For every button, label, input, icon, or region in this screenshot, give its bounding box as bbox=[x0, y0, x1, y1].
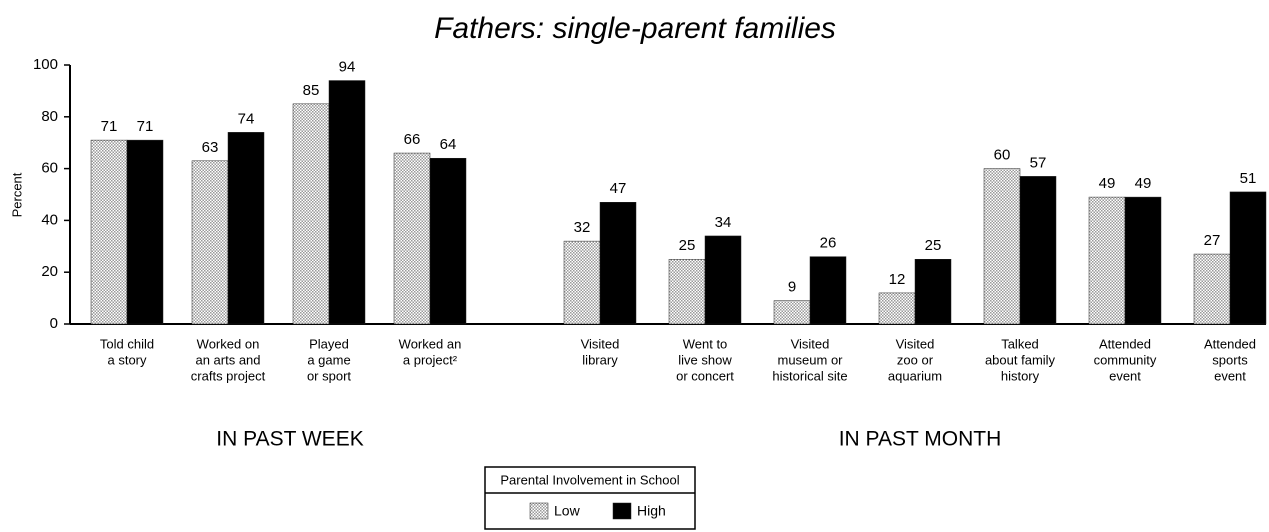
x-tick-label: a story bbox=[107, 352, 147, 367]
x-tick-label: library bbox=[582, 352, 618, 367]
data-label: 34 bbox=[715, 214, 732, 231]
bar bbox=[1019, 176, 1057, 325]
legend-label: Low bbox=[554, 503, 581, 519]
bar bbox=[1193, 253, 1231, 325]
x-tick-label: sports bbox=[1212, 352, 1248, 367]
y-axis-label: Percent bbox=[9, 172, 24, 217]
y-tick-label: 100 bbox=[33, 56, 58, 73]
bar bbox=[90, 139, 128, 325]
bar bbox=[191, 160, 229, 325]
bar bbox=[914, 259, 952, 325]
data-label: 57 bbox=[1030, 154, 1047, 171]
data-label: 74 bbox=[238, 110, 255, 127]
data-label: 25 bbox=[925, 237, 942, 254]
x-tick-label: Worked on bbox=[197, 336, 260, 351]
x-tick-label: Visited bbox=[581, 336, 620, 351]
bar bbox=[1229, 191, 1267, 325]
x-tick-label: or sport bbox=[307, 368, 351, 383]
chart-title: Fathers: single-parent families bbox=[434, 12, 836, 45]
data-label: 26 bbox=[820, 235, 837, 252]
data-label: 60 bbox=[994, 147, 1011, 164]
bar bbox=[878, 292, 916, 325]
data-label: 49 bbox=[1099, 175, 1116, 192]
x-tick-label: a project² bbox=[403, 352, 458, 367]
x-tick-label: zoo or bbox=[897, 352, 934, 367]
bar bbox=[126, 139, 164, 325]
y-tick-label: 0 bbox=[50, 315, 58, 332]
x-tick-label: Talked bbox=[1001, 336, 1039, 351]
y-tick-label: 60 bbox=[41, 160, 58, 177]
data-label: 49 bbox=[1135, 175, 1152, 192]
data-label: 64 bbox=[440, 136, 457, 153]
bar bbox=[227, 132, 265, 325]
x-tick-label: Played bbox=[309, 336, 349, 351]
data-label: 32 bbox=[574, 219, 591, 236]
x-tick-label: Worked an bbox=[399, 336, 462, 351]
x-tick-label: Attended bbox=[1099, 336, 1151, 351]
bar bbox=[328, 80, 366, 325]
y-tick-label: 40 bbox=[41, 211, 58, 228]
x-tick-label: aquarium bbox=[888, 368, 942, 383]
data-label: 25 bbox=[679, 237, 696, 254]
bar bbox=[429, 157, 467, 325]
x-tick-label: Went to bbox=[683, 336, 728, 351]
data-label: 85 bbox=[303, 82, 320, 99]
data-label: 94 bbox=[339, 59, 356, 76]
x-tick-label: Told child bbox=[100, 336, 154, 351]
data-label: 27 bbox=[1204, 232, 1221, 249]
legend-title: Parental Involvement in School bbox=[500, 472, 679, 487]
bar bbox=[983, 168, 1021, 325]
x-tick-label: event bbox=[1109, 368, 1141, 383]
x-tick-label: live show bbox=[678, 352, 732, 367]
bar bbox=[1124, 196, 1162, 325]
bar bbox=[668, 259, 706, 325]
legend-swatch bbox=[612, 502, 632, 520]
x-tick-label: event bbox=[1214, 368, 1246, 383]
data-label: 71 bbox=[137, 118, 154, 135]
x-tick-label: crafts project bbox=[191, 368, 266, 383]
x-tick-label: museum or bbox=[777, 352, 843, 367]
y-tick-label: 20 bbox=[41, 263, 58, 280]
legend-label: High bbox=[637, 503, 666, 519]
data-label: 12 bbox=[889, 271, 906, 288]
x-tick-label: an arts and bbox=[195, 352, 260, 367]
x-tick-label: Attended bbox=[1204, 336, 1256, 351]
legend-swatch bbox=[529, 502, 549, 520]
data-label: 71 bbox=[101, 118, 118, 135]
x-tick-label: historical site bbox=[772, 368, 847, 383]
bar bbox=[393, 152, 431, 325]
x-tick-label: Visited bbox=[791, 336, 830, 351]
bar bbox=[809, 256, 847, 325]
data-label: 66 bbox=[404, 131, 421, 148]
x-tick-label: Visited bbox=[896, 336, 935, 351]
data-label: 47 bbox=[610, 180, 627, 197]
group-label: IN PAST WEEK bbox=[216, 428, 363, 451]
bar bbox=[599, 202, 637, 325]
data-label: 9 bbox=[788, 279, 796, 296]
x-tick-label: a game bbox=[307, 352, 350, 367]
bar bbox=[1088, 196, 1126, 325]
data-label: 63 bbox=[202, 139, 219, 156]
legend-box bbox=[484, 466, 696, 530]
x-tick-label: history bbox=[1001, 368, 1040, 383]
data-label: 51 bbox=[1240, 170, 1257, 187]
group-label: IN PAST MONTH bbox=[839, 428, 1002, 451]
bar bbox=[292, 103, 330, 325]
bar bbox=[563, 240, 601, 325]
x-tick-label: community bbox=[1094, 352, 1157, 367]
bar bbox=[773, 300, 811, 325]
x-tick-label: or concert bbox=[676, 368, 734, 383]
y-tick-label: 80 bbox=[41, 108, 58, 125]
bar bbox=[704, 235, 742, 325]
x-tick-label: about family bbox=[985, 352, 1056, 367]
